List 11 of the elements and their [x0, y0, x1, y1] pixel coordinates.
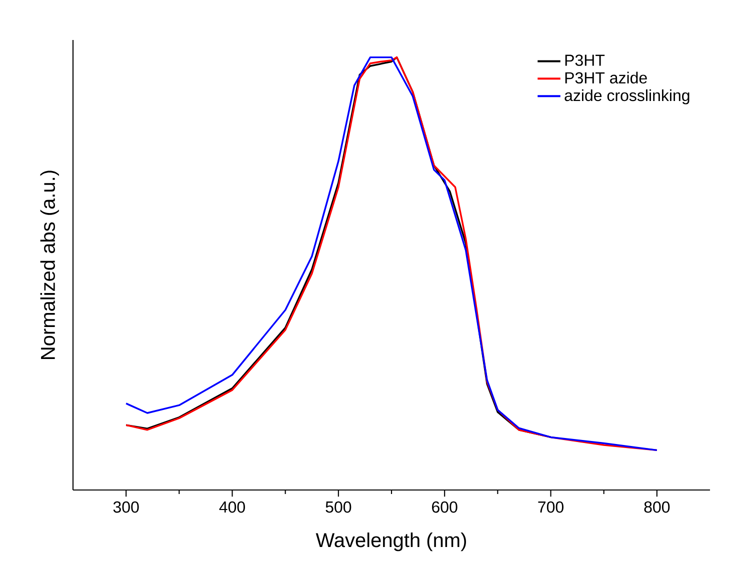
x-tick-label: 400 — [219, 501, 245, 513]
legend-label: azide crosslinking — [564, 89, 690, 104]
x-tick-label: 700 — [538, 501, 564, 513]
x-axis-title: Wavelength (nm) — [316, 532, 466, 552]
y-axis-title: Normalized abs (a.u.) — [40, 170, 59, 359]
x-tick-label: 500 — [326, 501, 352, 513]
legend-label: P3HT — [565, 54, 605, 66]
x-tick-label: 600 — [432, 501, 458, 513]
legend-label: P3HT azide — [565, 72, 647, 84]
x-tick-label: 800 — [644, 501, 670, 513]
x-tick-label: 300 — [113, 501, 139, 513]
